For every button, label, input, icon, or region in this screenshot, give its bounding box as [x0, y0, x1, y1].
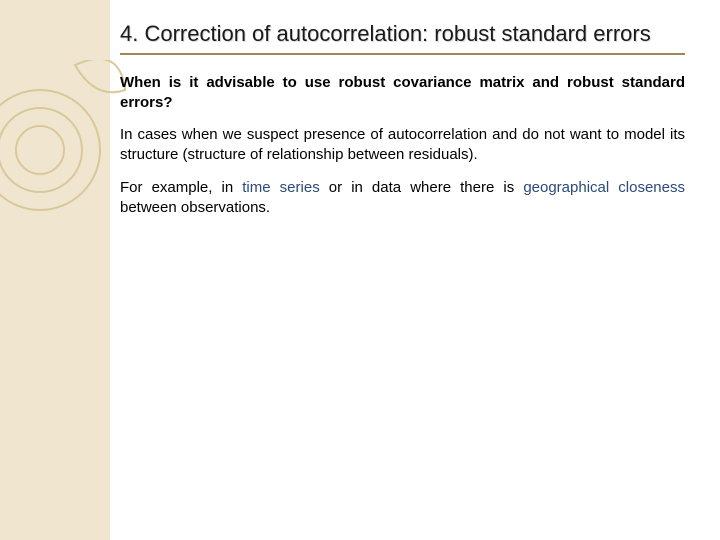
body-paragraph-1: In cases when we suspect presence of aut…: [120, 125, 685, 166]
text-run: between observations.: [120, 199, 270, 216]
text-run: For example, in: [120, 179, 242, 196]
text-run: or in data where there is: [320, 179, 524, 196]
question-paragraph: When is it advisable to use robust covar…: [120, 73, 685, 114]
body-paragraph-2: For example, in time series or in data w…: [120, 178, 685, 219]
highlight-geo-closeness: geographical closeness: [523, 179, 685, 196]
slide-content: 4. Correction of autocorrelation: robust…: [0, 0, 720, 250]
highlight-time-series: time series: [242, 179, 319, 196]
slide-title: 4. Correction of autocorrelation: robust…: [120, 20, 685, 55]
